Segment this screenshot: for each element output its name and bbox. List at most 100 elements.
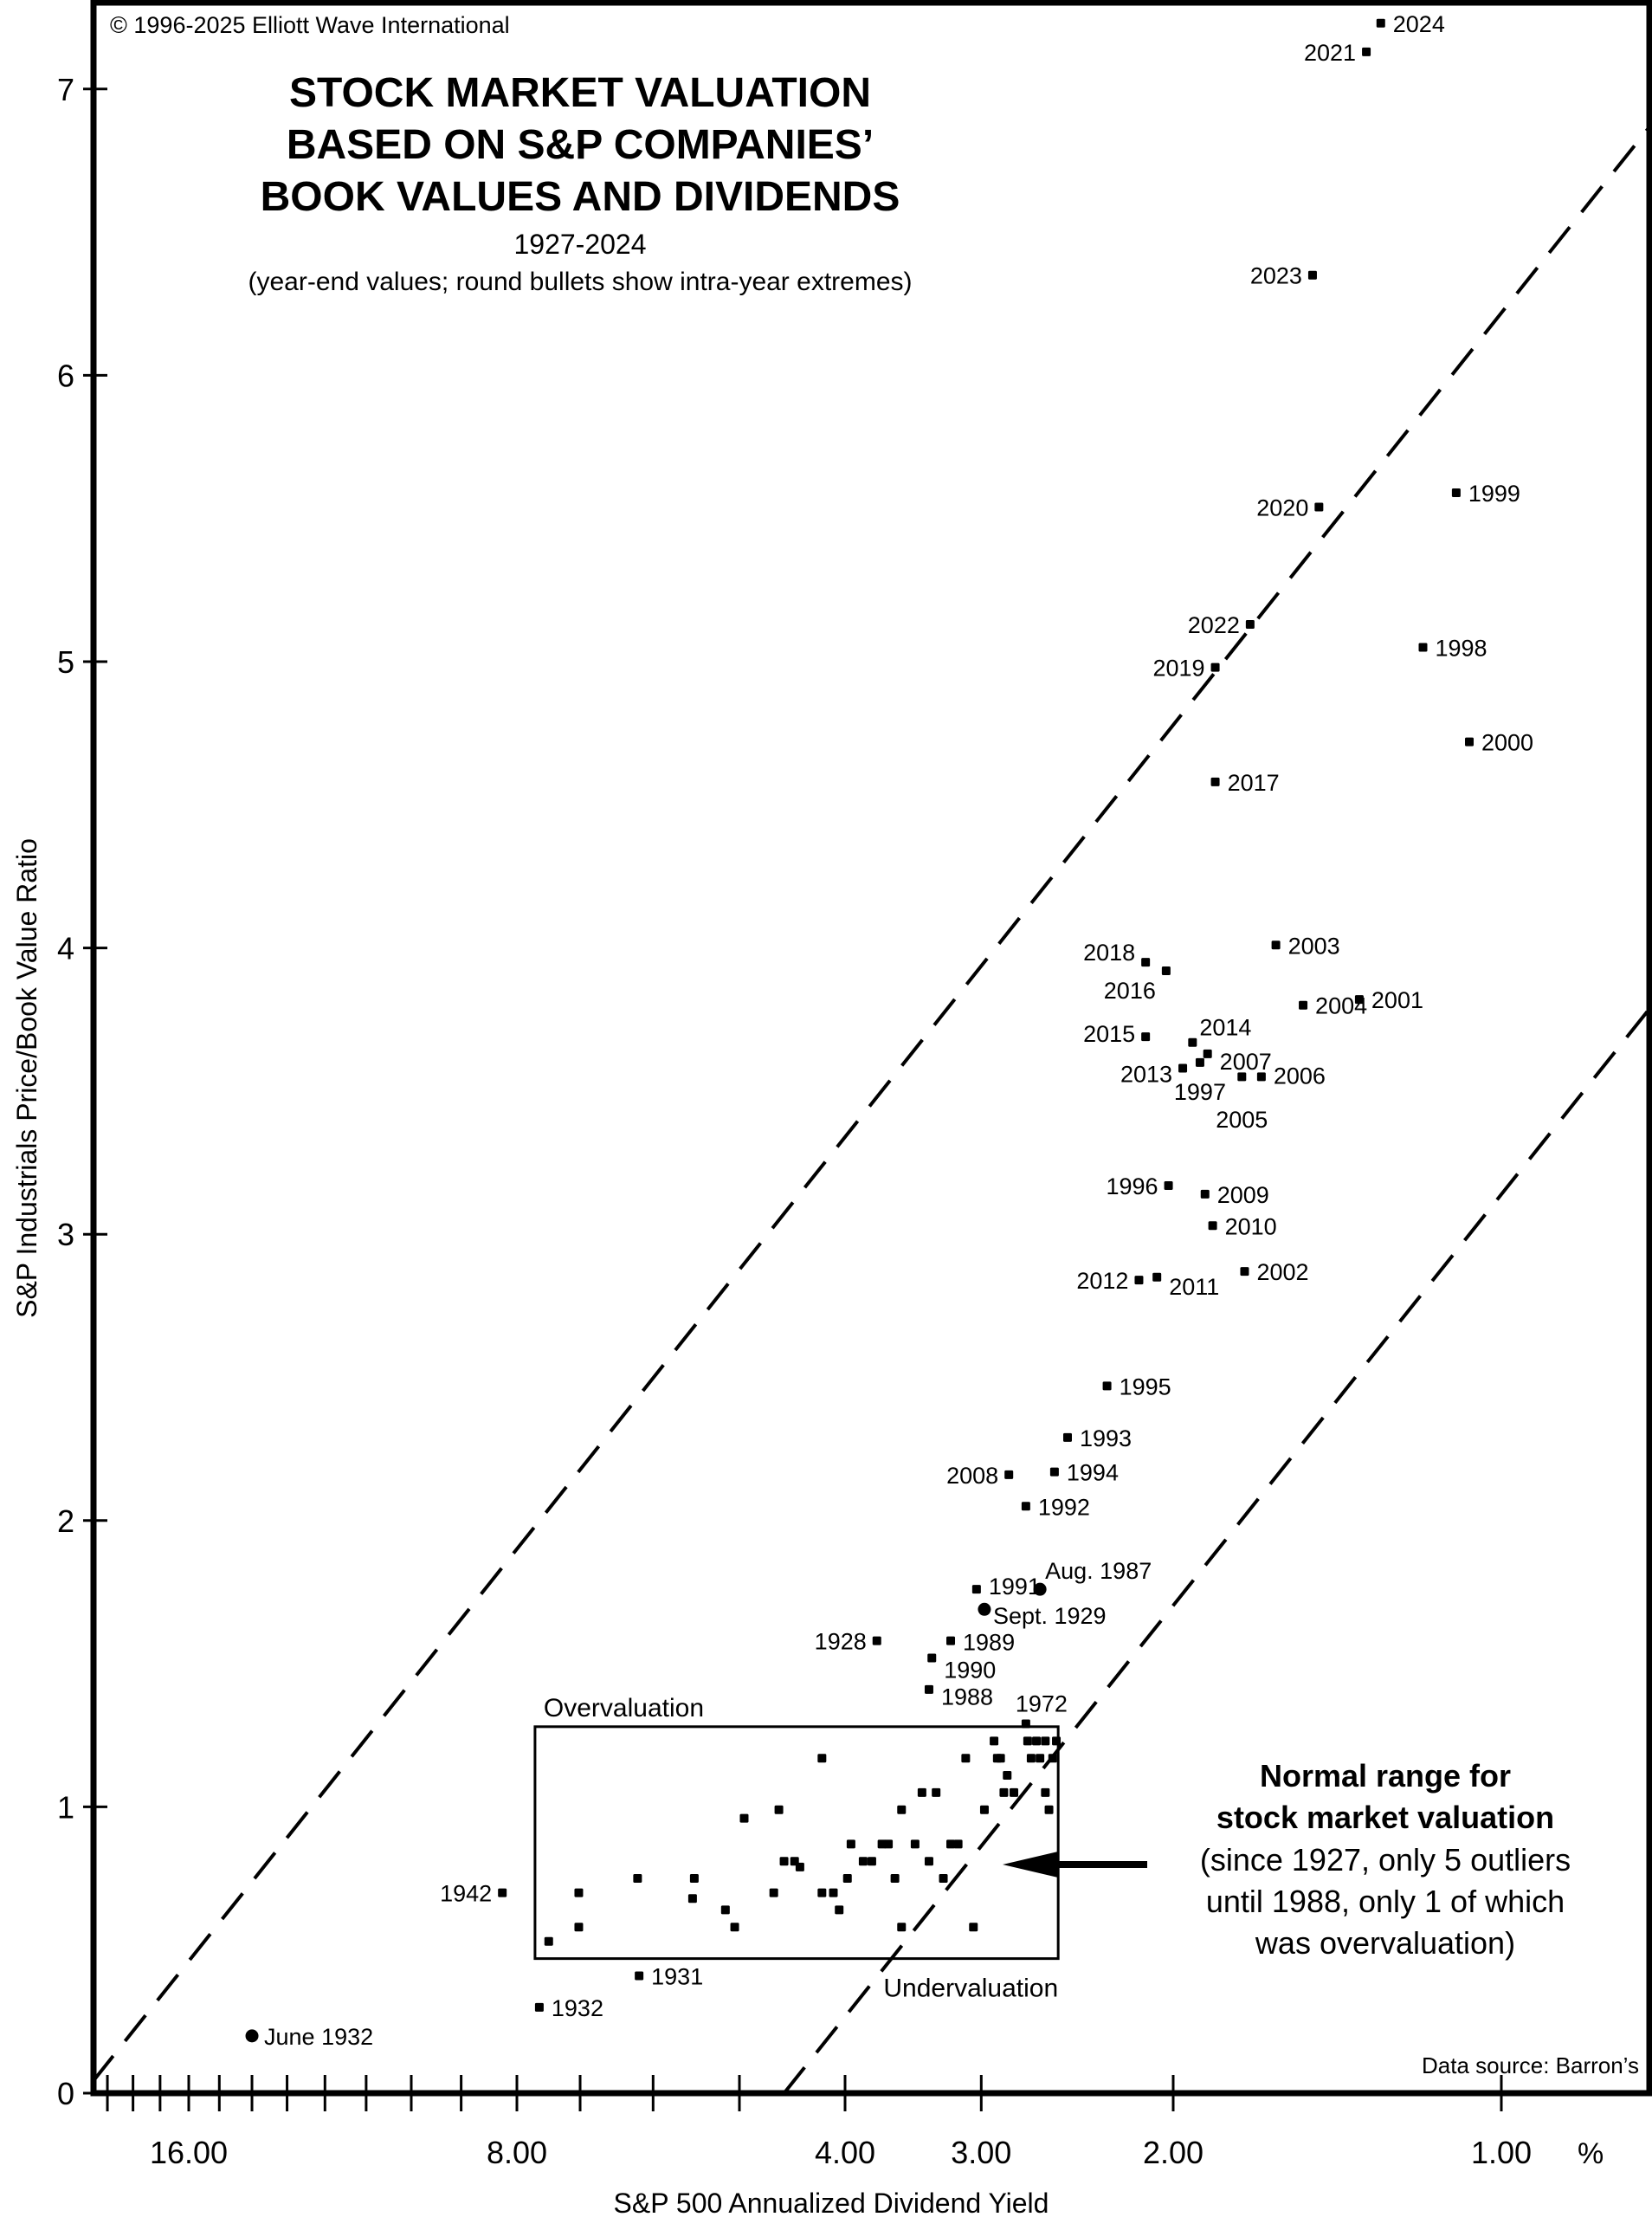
copyright-text: © 1996-2025 Elliott Wave International [110,12,510,38]
point-label: 1993 [1080,1425,1132,1451]
data-point [1245,620,1255,630]
point-label: 1990 [944,1658,996,1684]
data-point [1152,1272,1162,1282]
data-point [730,1923,739,1932]
data-point [574,1923,584,1932]
point-label: 1996 [1106,1173,1158,1199]
x-tick-label: 16.00 [150,2135,228,2170]
data-point [1314,502,1324,512]
data-point [1021,1719,1030,1729]
data-point [774,1805,784,1814]
point-label: 1972 [1016,1691,1068,1717]
y-tick-label: 2 [57,1503,74,1539]
point-label: 2006 [1274,1063,1326,1089]
data-point [1164,1180,1173,1190]
point-label: 2023 [1250,263,1302,289]
x-tick-label: 1.00 [1471,2135,1532,2170]
point-label: 2011 [1169,1274,1219,1300]
data-point [1044,1805,1054,1814]
data-point [1307,270,1317,280]
point-label: 1995 [1120,1374,1171,1399]
y-tick-label: 6 [57,358,74,393]
y-tick-label: 3 [57,1217,74,1252]
arrow-left-icon [1003,1852,1058,1878]
point-label: 2002 [1256,1259,1308,1285]
x-axis-label: S&P 500 Annualized Dividend Yield [614,2188,1049,2217]
point-label: 1991 [989,1574,1041,1600]
chart-subtitle: 1927-2024 [513,229,646,260]
y-axis-label: S&P Industrials Price/Book Value Ratio [11,838,42,1318]
point-label: 2018 [1083,940,1135,966]
data-point [1256,1072,1266,1082]
point-label: 2020 [1256,494,1308,520]
point-label: 2017 [1228,770,1280,796]
point-label: 2019 [1152,656,1204,682]
data-point [946,1839,956,1849]
data-point [1134,1276,1144,1285]
data-point [574,1888,584,1897]
point-label: Aug. 1987 [1045,1558,1152,1584]
point-label: 1928 [815,1629,867,1655]
x-tick-label: 8.00 [487,2135,547,2170]
data-point [969,1923,978,1932]
extreme-point [978,1602,991,1616]
extreme-point [245,2029,259,2043]
data-point [1021,1502,1030,1511]
data-point [858,1857,868,1866]
point-label: 1989 [963,1630,1015,1656]
data-point [953,1839,963,1849]
point-label: 2013 [1120,1061,1172,1087]
data-point [1003,1771,1012,1781]
data-point [1036,1754,1045,1763]
point-label: 1998 [1436,635,1487,661]
point-label: 1997 [1174,1079,1226,1105]
data-point [1141,1032,1151,1042]
data-point [910,1839,920,1849]
data-point [720,1905,730,1915]
reference-lines [91,120,1652,2095]
x-tick-label: 3.00 [951,2135,1011,2170]
data-point [633,1874,642,1884]
data-point [1041,1787,1050,1797]
data-point [687,1894,697,1904]
data-point [1376,18,1385,28]
upper-bound-line [91,120,1652,2084]
data-point [689,1874,699,1884]
data-point [990,1736,999,1746]
lower-bound-line [783,1002,1652,2095]
data-point [1141,958,1151,967]
point-label: 2007 [1220,1049,1272,1075]
point-label: 2003 [1288,933,1340,959]
data-point [961,1754,971,1763]
data-point [979,1805,989,1814]
data-point [1161,966,1171,976]
y-tick-label: 5 [57,644,74,680]
data-point [932,1787,941,1797]
data-point [872,1636,881,1645]
point-label: 1931 [651,1963,703,1989]
point-label: 2021 [1304,40,1356,66]
data-point [890,1874,900,1884]
point-label: 2005 [1216,1107,1268,1133]
data-point [1299,1000,1308,1010]
chart-title-line-1: STOCK MARKET VALUATION [289,70,871,116]
chart-title-line-3: BOOK VALUES AND DIVIDENDS [261,174,900,220]
data-point [1052,1736,1062,1746]
annotation-heading-1: Normal range for [1260,1758,1511,1794]
data-point [1200,1189,1210,1199]
point-label: 1942 [440,1881,492,1907]
box-points [544,1736,1062,1946]
data-point [1032,1736,1042,1746]
data-point [924,1857,933,1866]
normal-range-box [533,1725,1060,1961]
data-point [999,1787,1009,1797]
data-point [897,1805,907,1814]
data-point [1210,777,1220,786]
y-tick-label: 0 [57,2076,74,2111]
point-label: 2014 [1199,1015,1251,1041]
y-tick-label: 4 [57,931,74,966]
point-label: 2001 [1371,987,1423,1013]
point-label: 1988 [941,1684,993,1710]
extreme-point [1033,1582,1047,1596]
